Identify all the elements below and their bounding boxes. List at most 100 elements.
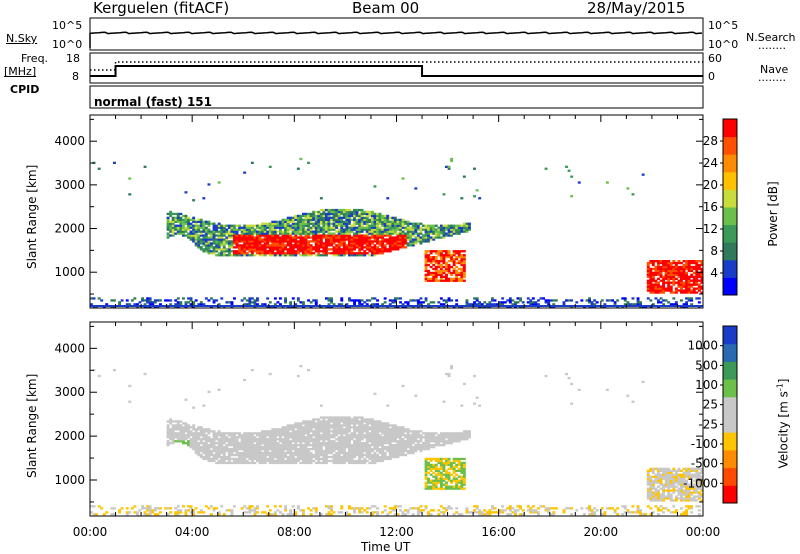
power-cell — [248, 226, 252, 229]
velocity-cell — [388, 430, 392, 433]
power-cell — [220, 254, 224, 257]
power-cell — [176, 212, 180, 216]
power-cell — [422, 240, 425, 243]
velocity-cell — [291, 505, 295, 508]
power-cell — [314, 232, 318, 235]
power-cell — [266, 234, 270, 237]
power-cell — [302, 238, 305, 241]
velocity-cell — [263, 440, 267, 443]
power-cell — [365, 234, 369, 237]
velocity-cell — [460, 438, 464, 441]
velocity-cell — [460, 436, 464, 439]
velocity-cell — [322, 455, 326, 459]
velocity-cell — [439, 467, 443, 470]
velocity-cell — [235, 451, 239, 455]
power-cell — [240, 234, 244, 237]
power-cell — [286, 220, 290, 223]
velocity-cell — [337, 422, 341, 425]
velocity-cell — [383, 455, 387, 459]
velocity-cell — [342, 422, 346, 425]
power-cell — [317, 216, 321, 219]
power-cell — [674, 269, 678, 273]
velocity-cell — [457, 436, 461, 439]
power-cell — [457, 277, 461, 280]
power-cell — [230, 246, 234, 249]
power-cell — [225, 248, 229, 251]
velocity-cell — [225, 509, 229, 512]
velocity-cell — [330, 513, 333, 516]
power-cell — [304, 246, 308, 249]
velocity-cell — [376, 453, 379, 457]
velocity-cell — [368, 438, 372, 441]
velocity-cell — [240, 448, 244, 451]
velocity-cell — [184, 513, 188, 516]
power-cell — [243, 246, 247, 249]
velocity-cell — [212, 457, 216, 461]
velocity-cell — [325, 438, 328, 441]
power-cell — [439, 269, 443, 273]
velocity-cell — [473, 374, 476, 378]
velocity-cell — [210, 438, 213, 441]
power-cell — [182, 224, 185, 227]
power-cell — [355, 220, 359, 223]
power-cell — [452, 232, 456, 235]
power-cell — [317, 210, 321, 214]
velocity-cell — [199, 455, 203, 459]
power-cell — [662, 283, 665, 286]
velocity-cell — [276, 459, 280, 463]
velocity-cell — [335, 424, 339, 427]
power-cell — [330, 299, 333, 302]
velocity-cell — [404, 446, 408, 449]
power-cell — [682, 260, 686, 263]
power-cell — [253, 238, 257, 241]
power-cell — [335, 250, 339, 253]
power-cell — [365, 228, 369, 231]
velocity-cell — [256, 440, 259, 443]
power-cell — [376, 228, 379, 231]
power-cell — [166, 218, 170, 221]
velocity-cell — [388, 446, 392, 449]
power-cell — [302, 301, 305, 304]
power-cell — [291, 250, 295, 253]
velocity-cell — [227, 438, 231, 441]
power-cell — [212, 226, 216, 229]
velocity-cell — [404, 434, 408, 437]
velocity-cell — [358, 457, 362, 461]
velocity-cell — [475, 507, 479, 510]
power-cell — [340, 252, 344, 255]
velocity-cell — [212, 442, 216, 445]
velocity-cell — [197, 448, 201, 451]
power-cell — [286, 248, 290, 251]
velocity-cell — [194, 432, 198, 435]
power-cell — [319, 246, 323, 249]
power-cell — [319, 208, 323, 212]
velocity-cell — [529, 511, 533, 514]
power-cell — [240, 228, 244, 231]
velocity-cell — [337, 511, 341, 514]
velocity-cell — [409, 442, 413, 445]
velocity-cell — [207, 446, 211, 449]
velocity-cell — [383, 440, 387, 443]
power-cell — [646, 267, 650, 271]
velocity-cell — [330, 507, 333, 510]
power-cell — [327, 234, 331, 237]
power-cell — [291, 228, 295, 231]
power-cell — [649, 260, 653, 263]
power-cell — [646, 285, 650, 288]
velocity-cell — [204, 448, 208, 451]
velocity-cell — [340, 416, 344, 419]
velocity-cell — [250, 505, 254, 508]
velocity-cell — [319, 451, 323, 455]
power-cell — [401, 232, 405, 235]
velocity-cell — [317, 461, 321, 465]
velocity-cell — [289, 511, 293, 514]
power-cell — [623, 297, 627, 300]
velocity-cell — [240, 457, 244, 461]
velocity-cell — [460, 465, 464, 468]
power-cell — [182, 234, 185, 237]
velocity-cell — [176, 432, 180, 435]
velocity-cell — [250, 461, 254, 465]
velocity-cell — [202, 434, 206, 437]
velocity-cell — [187, 509, 190, 512]
velocity-cell — [437, 459, 441, 463]
